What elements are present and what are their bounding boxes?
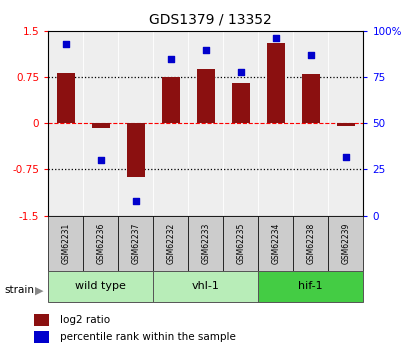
Text: GSM62239: GSM62239: [341, 223, 350, 264]
Text: GSM62236: GSM62236: [96, 223, 105, 264]
Bar: [118, 216, 153, 271]
Bar: [197, 69, 215, 124]
Bar: [83, 216, 118, 271]
Bar: [267, 43, 285, 124]
Point: [97, 157, 104, 163]
Text: wild type: wild type: [75, 282, 126, 291]
Bar: [92, 124, 110, 128]
Bar: [34, 331, 49, 343]
Point: [202, 47, 209, 52]
Point: [132, 198, 139, 204]
Bar: [302, 74, 320, 124]
Text: GSM62231: GSM62231: [61, 223, 70, 264]
Bar: [223, 216, 258, 271]
Bar: [258, 271, 363, 302]
Point: [273, 36, 279, 41]
Point: [237, 69, 244, 75]
Bar: [258, 216, 293, 271]
Point: [307, 52, 314, 58]
Text: ▶: ▶: [35, 286, 43, 296]
Point: [342, 154, 349, 159]
Text: log2 ratio: log2 ratio: [60, 315, 110, 325]
Bar: [57, 73, 75, 124]
Bar: [153, 271, 258, 302]
Bar: [127, 124, 144, 177]
Point: [63, 41, 69, 47]
Point: [168, 56, 174, 61]
Text: percentile rank within the sample: percentile rank within the sample: [60, 333, 236, 342]
Bar: [328, 216, 363, 271]
Text: GSM62237: GSM62237: [131, 223, 140, 264]
Bar: [232, 83, 249, 124]
Bar: [153, 216, 188, 271]
Text: GSM62233: GSM62233: [201, 223, 210, 264]
Text: GDS1379 / 13352: GDS1379 / 13352: [149, 12, 271, 26]
Bar: [48, 216, 83, 271]
Text: GSM62234: GSM62234: [271, 223, 280, 264]
Text: GSM62232: GSM62232: [166, 223, 175, 264]
Bar: [34, 314, 49, 326]
Text: strain: strain: [4, 286, 34, 295]
Text: GSM62235: GSM62235: [236, 223, 245, 264]
Bar: [188, 216, 223, 271]
Bar: [162, 77, 180, 124]
Text: hif-1: hif-1: [299, 282, 323, 291]
Text: vhl-1: vhl-1: [192, 282, 220, 291]
Bar: [337, 124, 354, 126]
Bar: [48, 271, 153, 302]
Text: GSM62238: GSM62238: [306, 223, 315, 264]
Bar: [293, 216, 328, 271]
